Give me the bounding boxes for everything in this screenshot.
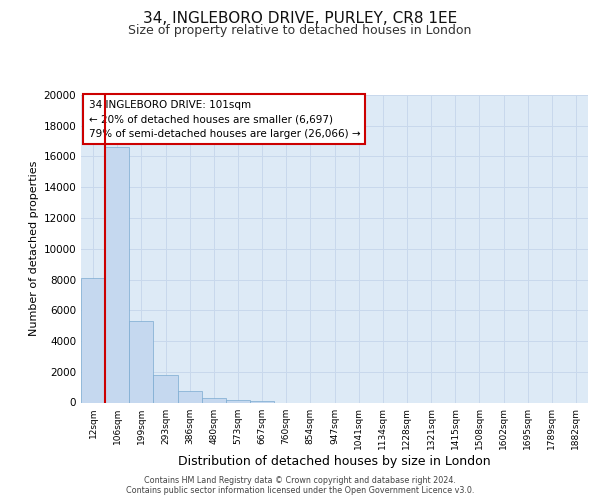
Text: 34 INGLEBORO DRIVE: 101sqm
← 20% of detached houses are smaller (6,697)
79% of s: 34 INGLEBORO DRIVE: 101sqm ← 20% of deta…: [89, 100, 360, 139]
Bar: [178, 391, 202, 402]
Bar: [250, 401, 274, 402]
Bar: [129, 321, 154, 402]
Text: Contains HM Land Registry data © Crown copyright and database right 2024.
Contai: Contains HM Land Registry data © Crown c…: [126, 476, 474, 495]
Bar: [81, 278, 105, 402]
Y-axis label: Number of detached properties: Number of detached properties: [29, 161, 39, 336]
Bar: [105, 148, 129, 402]
Bar: [154, 375, 178, 402]
Text: 34, INGLEBORO DRIVE, PURLEY, CR8 1EE: 34, INGLEBORO DRIVE, PURLEY, CR8 1EE: [143, 11, 457, 26]
Text: Size of property relative to detached houses in London: Size of property relative to detached ho…: [128, 24, 472, 37]
X-axis label: Distribution of detached houses by size in London: Distribution of detached houses by size …: [178, 455, 491, 468]
Bar: [202, 398, 226, 402]
Bar: [226, 400, 250, 402]
